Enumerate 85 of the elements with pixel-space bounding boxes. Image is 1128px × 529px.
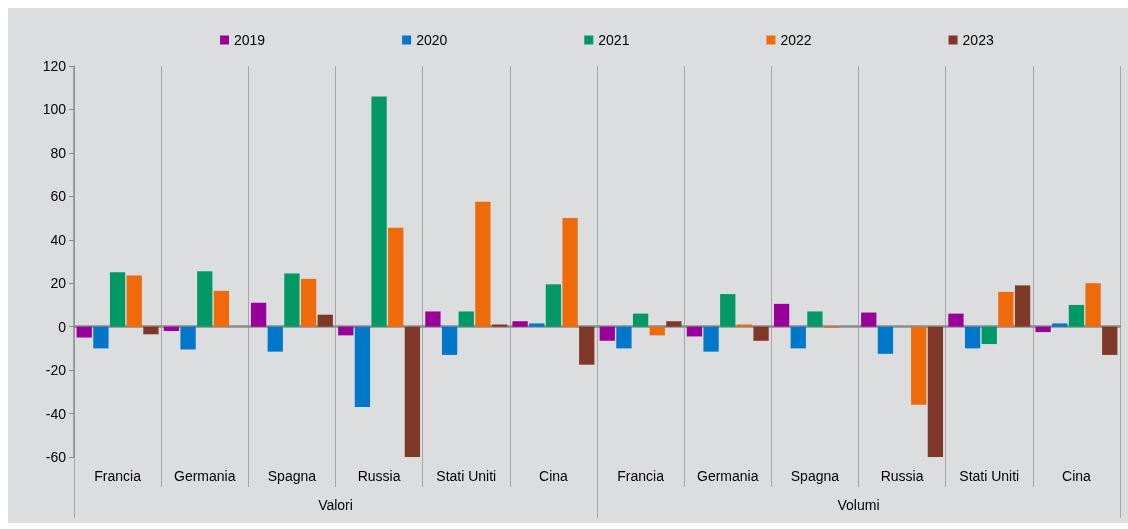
bar xyxy=(632,313,649,327)
bar xyxy=(180,326,196,350)
bar xyxy=(76,326,92,338)
y-tick-label: 80 xyxy=(50,144,67,161)
text: Valori xyxy=(318,497,353,513)
bar xyxy=(562,218,578,327)
bar xyxy=(143,326,159,335)
bar xyxy=(284,273,300,327)
bar xyxy=(545,284,562,327)
bar xyxy=(1035,326,1051,333)
x-tick-label: Spagna xyxy=(267,468,317,484)
x-tick-label: Cina xyxy=(1062,468,1092,484)
bar xyxy=(948,313,964,327)
y-tick-label: 20 xyxy=(50,275,67,292)
x-tick-label: Cina xyxy=(539,468,569,484)
bar xyxy=(126,275,142,327)
x-tick-label: Russia xyxy=(357,468,401,484)
bar xyxy=(317,314,333,327)
x-tick-label: Francia xyxy=(94,468,142,484)
bar xyxy=(197,271,213,327)
y-tick-label: -40 xyxy=(45,405,67,422)
bar xyxy=(616,326,632,349)
bar xyxy=(927,326,944,457)
bar xyxy=(354,326,371,408)
bar xyxy=(404,326,421,457)
x-tick-label: Francia xyxy=(617,468,665,484)
bar xyxy=(300,278,317,327)
legend-label: 2022 xyxy=(780,32,812,48)
text: Volumi xyxy=(837,497,880,513)
bar xyxy=(736,324,753,327)
y-tick-label: 100 xyxy=(42,101,67,118)
bar xyxy=(213,290,230,327)
legend-label: 2021 xyxy=(598,32,630,48)
bar xyxy=(720,294,736,327)
bar xyxy=(267,326,283,352)
bar xyxy=(93,326,109,349)
bar xyxy=(1085,283,1101,327)
y-tick-label: 0 xyxy=(58,318,67,335)
bar xyxy=(163,326,180,332)
y-tick-label: -60 xyxy=(45,449,67,465)
bar xyxy=(1014,285,1031,327)
x-tick-label: Germania xyxy=(174,468,236,484)
bar xyxy=(649,326,665,336)
bar xyxy=(1052,323,1068,327)
bar xyxy=(998,291,1014,327)
bar xyxy=(1068,304,1085,327)
bar xyxy=(441,326,458,355)
bar xyxy=(861,312,877,327)
bar xyxy=(877,326,894,354)
x-tick-label: Germania xyxy=(697,468,759,484)
bar xyxy=(981,326,997,345)
bar xyxy=(371,96,387,327)
legend-label: 2019 xyxy=(234,32,266,48)
bar xyxy=(703,326,719,352)
bar xyxy=(529,323,545,327)
x-tick-label: Stati Uniti xyxy=(959,468,1020,484)
x-tick-label: Stati Uniti xyxy=(436,468,497,484)
bar xyxy=(686,326,703,337)
bar xyxy=(475,201,491,327)
bar xyxy=(512,321,528,327)
legend-label: 2023 xyxy=(962,32,994,48)
y-tick-label: -20 xyxy=(45,362,67,379)
bar xyxy=(753,326,769,341)
legend-label: 2020 xyxy=(416,32,448,48)
bar xyxy=(388,227,404,327)
y-tick-label: 40 xyxy=(50,231,67,248)
bar xyxy=(1102,326,1118,355)
bar xyxy=(250,302,267,327)
bar xyxy=(599,326,615,341)
bar xyxy=(964,326,981,349)
bar xyxy=(425,311,441,327)
bar xyxy=(338,326,354,336)
bar xyxy=(109,272,126,327)
bar xyxy=(579,326,595,365)
x-tick-label: Russia xyxy=(880,468,924,484)
x-tick-label: Spagna xyxy=(790,468,840,484)
bar xyxy=(911,326,927,405)
bar xyxy=(807,311,823,327)
y-tick-label: 60 xyxy=(50,188,67,205)
bar xyxy=(491,324,508,327)
bar xyxy=(773,303,790,327)
y-tick-label: 120 xyxy=(42,58,67,74)
bar xyxy=(666,321,682,327)
bar xyxy=(790,326,806,349)
bar xyxy=(458,311,474,327)
